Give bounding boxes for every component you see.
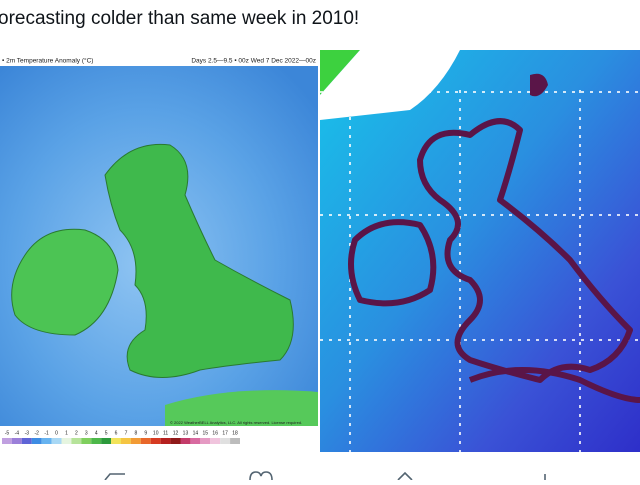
colorbar-swatch [140,438,151,444]
colorbar-label: -1 [44,430,49,436]
colorbar-swatch [150,438,161,444]
colorbar-swatch [230,438,240,444]
tweet-actions [104,471,546,481]
colorbar-label: 15 [203,430,209,436]
colorbar-swatch [210,438,221,444]
colorbar-swatch [101,438,112,444]
map-island [530,73,548,97]
colorbar-swatch [21,438,32,444]
colorbar-swatch [61,438,72,444]
colorbar-swatch [11,438,22,444]
colorbar: -5 -4 -3 -2 -1 0 1 2 3 4 5 6 7 8 9 10 11 12 13 14 15 16 17 18 [2,430,240,444]
colorbar-label: -3 [25,430,30,436]
colorbar-label: 8 [134,430,137,436]
colorbar-swatch [71,438,82,444]
colorbar-swatch [180,438,191,444]
tweet-text: orecasting colder than same week in 2010… [0,8,359,29]
colorbar-label: 2 [75,430,78,436]
retweet-icon[interactable] [104,473,125,481]
colorbar-swatch [220,438,231,444]
colorbar-label: 10 [153,430,159,436]
colorbar-label: 7 [125,430,128,436]
colorbar-label: 16 [212,430,218,436]
like-icon[interactable] [249,471,273,481]
colorbar-label: 4 [95,430,98,436]
share-icon[interactable] [397,471,413,481]
colorbar-swatch [200,438,211,444]
map-coastline [348,118,640,403]
colorbar-swatch [2,438,12,444]
colorbar-label: 6 [115,430,118,436]
colorbar-label: 1 [65,430,68,436]
colorbar-label: -2 [34,430,39,436]
colorbar-swatch [130,438,141,444]
colorbar-label: 18 [232,430,238,436]
map-title: • 2m Temperature Anomaly (°C) [2,57,93,65]
map-ireland [11,228,119,336]
map-credit: © 2022 WeatherBELL Analytics, LLC. All r… [170,420,302,425]
colorbar-label: 14 [193,430,199,436]
colorbar-label: 11 [163,430,168,436]
colorbar-swatch [160,438,171,444]
colorbar-label: 17 [222,430,228,436]
colorbar-label: -5 [5,430,10,436]
colorbar-swatch [170,438,181,444]
colorbar-label: 0 [55,430,58,436]
colorbar-swatch [51,438,62,444]
colorbar-swatch [31,438,42,444]
colorbar-swatch [190,438,201,444]
colorbar-label: 9 [144,430,147,436]
colorbar-label: 3 [85,430,88,436]
colorbar-label: 12 [173,430,179,436]
colorbar-label: 13 [183,430,189,436]
colorbar-swatch [41,438,52,444]
colorbar-label: -4 [15,430,20,436]
map-subtitle: Days 2.5—9.5 • 00z Wed 7 Dec 2022—00z [191,58,316,65]
colorbar-swatch [121,438,131,444]
colorbar-swatch [81,438,92,444]
map-white-area [320,50,460,120]
colorbar-swatch [91,438,102,444]
colorbar-swatch [111,438,121,444]
map-britain [104,143,294,378]
colorbar-label: 5 [105,430,108,436]
map-france [165,390,318,426]
